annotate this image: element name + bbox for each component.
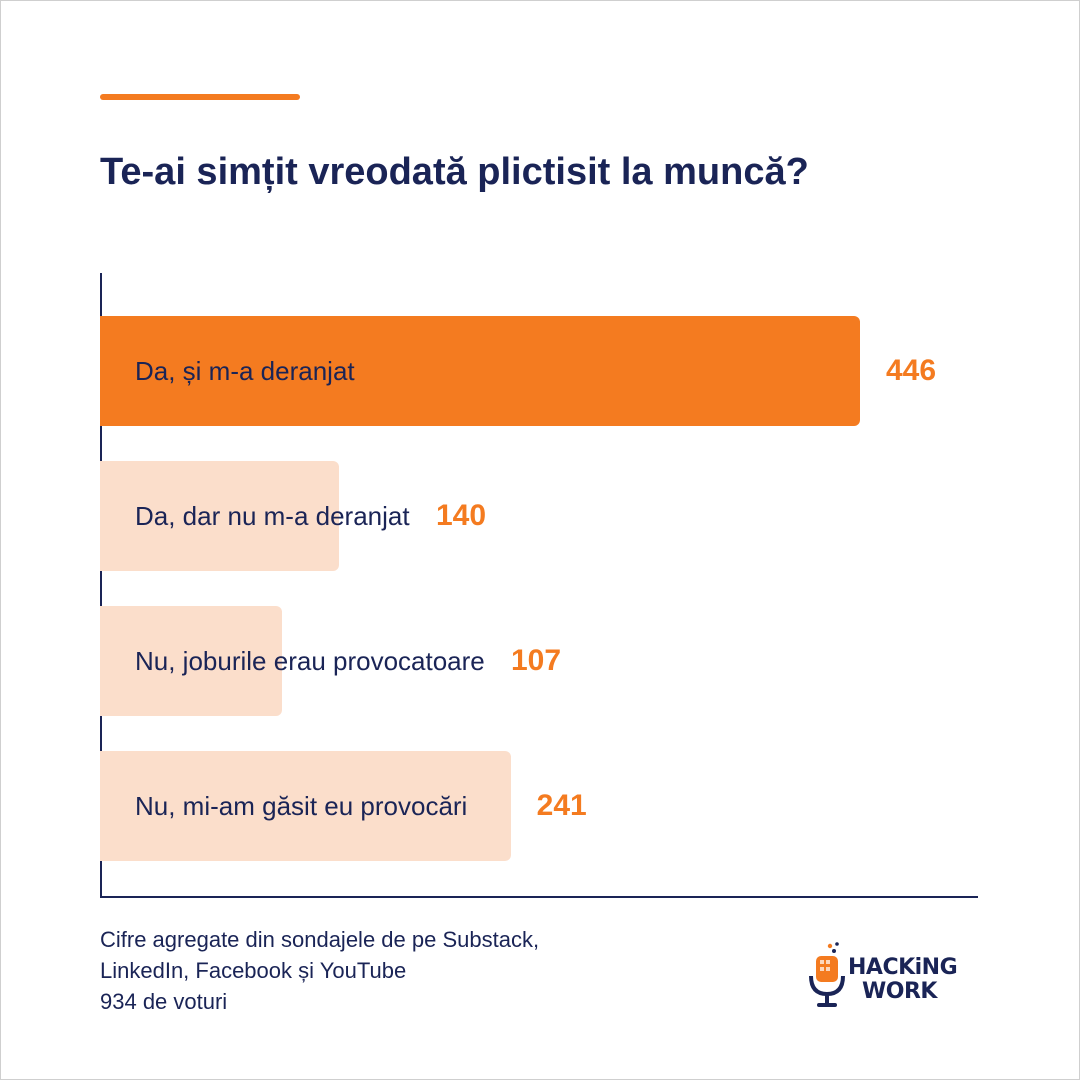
hacking-work-logo: HACKiNG WORK [806, 940, 986, 1016]
y-axis-line [100, 273, 102, 898]
bar-label-4: Nu, mi-am găsit eu provocări [135, 791, 468, 821]
bar-label-1: Da, și m-a deranjat [135, 356, 355, 386]
bar-value-4: 241 [536, 789, 587, 822]
bar-value-2: 140 [436, 499, 487, 532]
bar-2 [100, 461, 339, 571]
bar-value-1: 446 [886, 354, 937, 387]
source-note: Cifre agregate din sondajele de pe Subst… [100, 924, 720, 1017]
chart-title: Te-ai simțit vreodată plictisit la muncă… [100, 151, 809, 193]
bar-chart: Da, și m-a deranjat 446 Da, dar nu m-a der… [100, 273, 980, 898]
bar-3 [100, 606, 283, 716]
microphone-icon [809, 942, 845, 1007]
x-axis-line [100, 896, 978, 898]
accent-line [100, 94, 300, 100]
bar-1 [100, 316, 860, 426]
source-line-1: Cifre agregate din sondajele de pe Subst… [100, 927, 540, 952]
logo-wordmark: HACKiNG WORK [848, 955, 958, 1004]
vote-count: 934 de voturi [100, 989, 228, 1014]
bar-label-3: Nu, joburile erau provocatoare [135, 646, 485, 676]
logo-line-1: HACKiNG [848, 955, 958, 980]
bar-value-3: 107 [511, 644, 562, 677]
source-line-2: LinkedIn, Facebook și YouTube [100, 958, 407, 983]
logo-line-2: WORK [862, 979, 937, 1004]
bar-4 [100, 751, 511, 861]
bar-label-2: Da, dar nu m-a deranjat [135, 501, 410, 531]
